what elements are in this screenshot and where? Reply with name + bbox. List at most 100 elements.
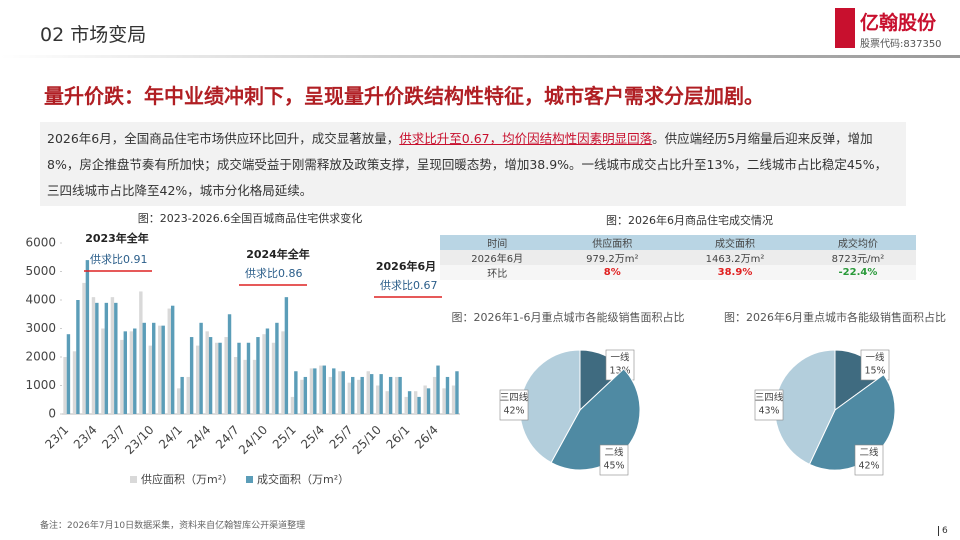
slice-label: 二线 (604, 447, 624, 459)
cell: 8% (603, 267, 621, 278)
bar (129, 331, 134, 414)
bar (208, 337, 213, 414)
text: 。供应端经历5月缩量后迎来反弹，增加8%，房企推盘节奏有所加快；成交端受益于刚需… (47, 131, 888, 198)
bar (139, 291, 143, 414)
table: 时间 供应面积 成交面积 成交均价 2026年6月 979.2万m² 1463.2万m² 8… (440, 235, 916, 280)
bar (265, 328, 270, 414)
x-tick-label: 24/4 (185, 423, 214, 452)
slice-value: 42% (503, 406, 524, 417)
label-box (854, 444, 884, 476)
bar (284, 297, 289, 414)
summary: 2026年6月，全国商品住宅市场供应环比回升，成交显著放量，供求比升至0.67，… (40, 122, 906, 206)
y-tick-label: 0 (48, 407, 56, 421)
bar (281, 331, 285, 414)
chart-title: 图：2026年1-6月重点城市各能级销售面积占比 (452, 310, 685, 324)
bar (413, 391, 418, 414)
bar (338, 371, 342, 414)
bar (455, 371, 459, 414)
stock-code: 股票代码:837350 (860, 39, 942, 50)
slice-label: 一线 (865, 352, 885, 364)
legend-swatch (130, 476, 137, 483)
bar (262, 334, 266, 414)
x-tick-label: 24/1 (156, 423, 185, 452)
y-tick-label: 1000 (25, 378, 56, 392)
bar (167, 308, 171, 414)
cell: 38.9% (717, 267, 753, 278)
bar (252, 359, 257, 414)
bar (442, 388, 446, 414)
header-rule (0, 55, 960, 58)
bar (423, 385, 427, 414)
bar (436, 365, 440, 414)
y-tick-label: 6000 (25, 236, 56, 250)
bar (319, 365, 323, 414)
cell: 2026年6月 (471, 254, 524, 265)
bar (91, 297, 96, 414)
annotation-title: 2024年全年 (246, 247, 310, 261)
bar (161, 325, 165, 414)
bar (328, 376, 333, 414)
annotation: 供求比0.91 (90, 252, 148, 266)
table-title: 图：2026年6月商品住宅成交情况 (606, 214, 773, 227)
bar (300, 379, 304, 414)
x-tick-label: 23/10 (122, 423, 156, 457)
bar (379, 374, 383, 414)
logo-icon (835, 8, 855, 48)
bar (417, 396, 421, 414)
bar (404, 396, 408, 414)
x-tick-label: 25/10 (350, 423, 384, 457)
bar (357, 379, 361, 414)
th: 成交面积 (714, 239, 755, 250)
bar (205, 331, 209, 414)
bar (369, 374, 374, 414)
bar (224, 337, 228, 414)
bar (256, 337, 260, 414)
bar (294, 371, 298, 414)
bar (407, 391, 412, 414)
bar (218, 342, 222, 414)
cell: 1463.2万m² (705, 254, 765, 265)
th: 成交均价 (837, 239, 878, 250)
bar (233, 357, 238, 414)
bar (85, 260, 90, 414)
slice-label: 三四线 (500, 392, 529, 404)
bar (341, 371, 345, 414)
bar (123, 331, 127, 414)
label-box (599, 444, 629, 476)
bar (158, 325, 162, 414)
text: 2026年6月，全国商品住宅市场供应环比回升，成交显著放量， (47, 131, 400, 146)
slice-value: 13% (609, 366, 630, 377)
label-box (499, 389, 529, 421)
slice-value: 45% (603, 461, 624, 472)
slice-label: 一线 (610, 352, 630, 364)
slice-label: 三四线 (755, 392, 784, 404)
cell: 环比 (487, 269, 508, 280)
bar (199, 322, 203, 414)
y-tick-label: 3000 (25, 321, 56, 335)
x-tick-label: 23/4 (71, 423, 100, 452)
cell: 8723元/m² (831, 254, 885, 265)
bar (309, 368, 314, 414)
x-tick-label: 24/10 (236, 423, 270, 457)
bar (142, 322, 146, 414)
bar (322, 365, 326, 414)
highlight: 供求比升至0.67，均价因结构性因素明显回落 (399, 131, 653, 146)
bar (196, 345, 200, 414)
annotation: 供求比0.67 (380, 278, 438, 292)
legend-label: 供应面积（万m²） (141, 472, 233, 486)
bar (332, 368, 336, 414)
bar (152, 322, 156, 414)
slice-value: 43% (758, 406, 779, 417)
y-tick-label: 4000 (25, 293, 56, 307)
bar (186, 376, 190, 414)
bar (82, 282, 86, 414)
bar (177, 388, 181, 414)
bar (432, 376, 437, 414)
bar (445, 376, 450, 414)
bar (246, 342, 251, 414)
bar (170, 305, 175, 414)
bar (385, 391, 389, 414)
bar (72, 351, 77, 414)
footer: 备注：2026年7月10日数据采集，资料来自亿翰智库公开渠道整理 (40, 521, 306, 531)
